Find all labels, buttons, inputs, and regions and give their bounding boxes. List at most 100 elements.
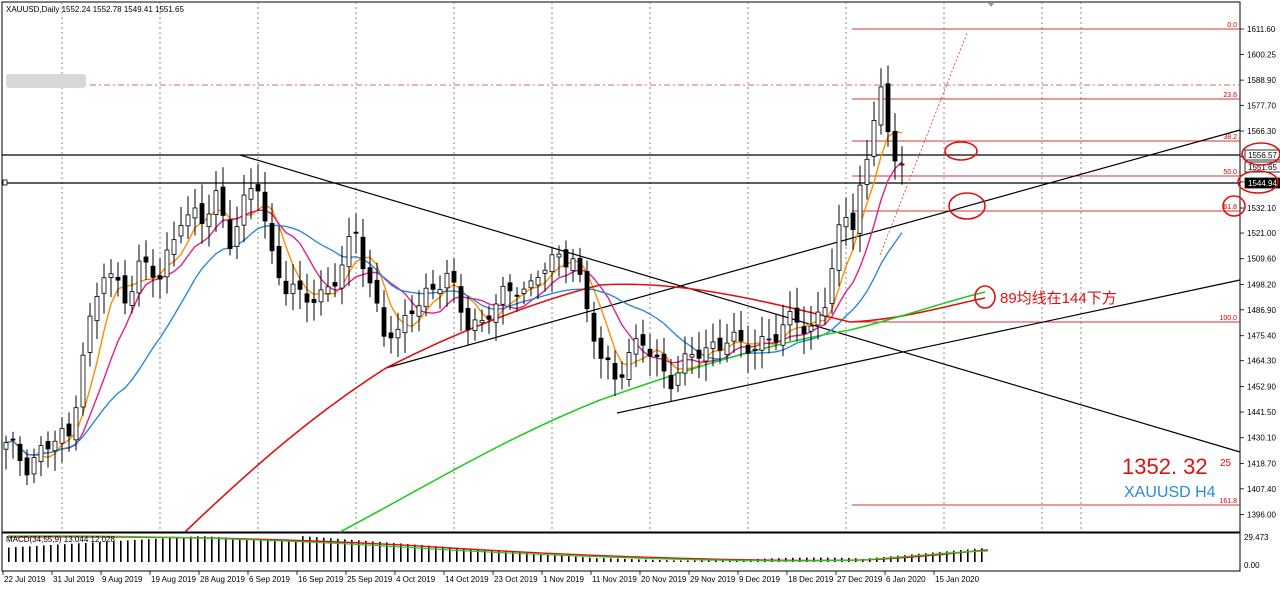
candle-bear <box>276 245 282 279</box>
y-tick-label: 1441.50 <box>1247 408 1276 417</box>
candle-bear <box>696 349 702 359</box>
macd-histogram-bar <box>309 536 311 562</box>
macd-histogram-bar <box>645 559 647 562</box>
candle-bear <box>717 337 723 351</box>
macd-histogram-bar <box>204 536 206 562</box>
candle-bull <box>689 354 695 358</box>
macd-histogram-bar <box>29 546 31 562</box>
y-tick-label: 1396.00 <box>1247 511 1276 520</box>
macd-layer <box>7 535 989 562</box>
macd-histogram-bar <box>127 540 129 562</box>
macd-histogram-bar <box>393 542 395 562</box>
candle-bull <box>731 331 737 342</box>
candle-bull <box>339 264 345 289</box>
macd-histogram-bar <box>197 536 199 562</box>
candle-bull <box>493 303 499 323</box>
circle-mark-fib-618 <box>1222 195 1246 217</box>
macd-histogram-bar <box>470 548 472 562</box>
candle-bull <box>500 285 506 305</box>
macd-histogram-bar <box>897 555 899 562</box>
candle-bear <box>577 257 583 275</box>
fib-level-label: 23.6 <box>1223 92 1237 99</box>
macd-histogram-bar <box>505 551 507 562</box>
circle-mark-support <box>948 192 986 220</box>
macd-histogram-bar <box>92 542 94 562</box>
candle-bull <box>416 305 422 317</box>
candle-bull <box>752 348 758 351</box>
macd-histogram-bar <box>638 559 640 562</box>
macd-histogram-bar <box>190 536 192 562</box>
macd-histogram-bar <box>267 540 269 562</box>
candle-bear <box>227 219 233 250</box>
candle-bear <box>374 279 380 304</box>
candle-bull <box>213 190 219 215</box>
macd-histogram-bar <box>246 538 248 562</box>
y-tick-label: 1566.30 <box>1247 127 1276 136</box>
macd-histogram-bar <box>953 550 955 562</box>
candle-bear <box>17 443 23 461</box>
x-tick-label: 15 Jan 2020 <box>935 575 980 584</box>
macd-histogram-bar <box>491 550 493 562</box>
macd-histogram-bar <box>253 539 255 562</box>
macd-histogram-bar <box>218 537 220 562</box>
macd-tick-zero: 0.00 <box>1244 561 1260 570</box>
candle-bear <box>220 186 226 216</box>
macd-histogram-bar <box>960 550 962 562</box>
watermark: XAUUSD H4 <box>1124 484 1216 501</box>
candle-bull <box>437 289 443 294</box>
candle-bear <box>353 231 359 234</box>
candle-bull <box>38 445 44 462</box>
candle-bear <box>654 354 660 358</box>
candle-bear <box>668 375 674 390</box>
macd-histogram-bar <box>162 538 164 562</box>
candle-bull <box>346 236 352 268</box>
fib-level-label: 61.8 <box>1223 204 1237 211</box>
macd-histogram-bar <box>148 539 150 562</box>
y-tick-label: 1498.20 <box>1247 280 1276 289</box>
candle-bear <box>738 330 744 342</box>
y-tick-label: 1407.40 <box>1247 485 1276 494</box>
candle-bull <box>171 239 177 255</box>
macd-histogram-bar <box>351 539 353 562</box>
fib-level-label: 100.0 <box>1219 315 1237 322</box>
main-plot-frame <box>1 1 1241 533</box>
candle-bear <box>360 236 366 270</box>
candle-bull <box>899 163 905 166</box>
candle-bear <box>262 191 268 222</box>
macd-histogram-bar <box>442 546 444 562</box>
macd-histogram-bar <box>624 558 626 562</box>
circle-mark-ma89 <box>974 285 996 309</box>
candle-bull <box>703 347 709 362</box>
x-tick-label: 18 Dec 2019 <box>788 575 834 584</box>
candle-bear <box>157 275 163 280</box>
lower-channel-line <box>616 279 1241 414</box>
candle-bull <box>479 319 485 324</box>
macd-histogram-bar <box>183 537 185 562</box>
macd-histogram-bar <box>323 537 325 562</box>
macd-plot-frame <box>1 532 1241 572</box>
x-tick-label: 29 Nov 2019 <box>690 575 736 584</box>
chart-header: XAUUSD,Daily 1552.24 1552.78 1549.41 155… <box>6 5 184 14</box>
macd-histogram-bar <box>15 547 17 562</box>
ma-89-line <box>184 283 986 533</box>
macd-label: MACD(34,55,9) 13.044 12.028 <box>6 535 116 544</box>
candle-bear <box>45 441 51 450</box>
candle-bull <box>682 353 688 374</box>
macd-histogram-bar <box>316 537 318 562</box>
price-tag-label: 1556.57 <box>1248 151 1277 160</box>
candle-bull <box>787 311 793 326</box>
macd-histogram-bar <box>281 540 283 562</box>
macd-histogram-bar <box>981 548 983 562</box>
y-tick-label: 1430.10 <box>1247 434 1276 443</box>
candle-bull <box>822 307 828 317</box>
candle-bear <box>892 130 898 162</box>
price-tag-box <box>1244 177 1280 189</box>
candle-bull <box>87 315 93 353</box>
macd-histogram-bar <box>71 543 73 562</box>
candle-bear <box>283 280 289 295</box>
candle-bull <box>248 188 254 200</box>
candle-bear <box>661 353 667 372</box>
fib-level-label: 50.0 <box>1223 169 1237 176</box>
candle-bull <box>290 283 296 294</box>
candle-bear <box>311 298 317 303</box>
